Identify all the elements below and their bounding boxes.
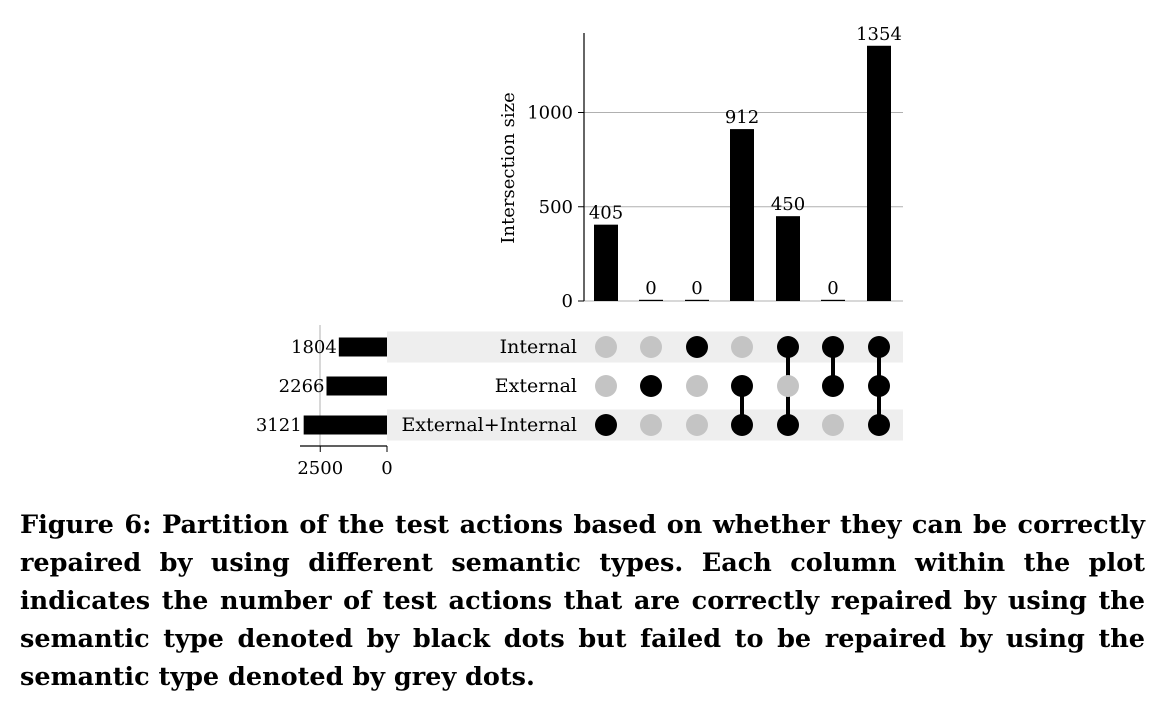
matrix-dot-5-2 bbox=[822, 414, 844, 436]
bar-value-label-0: 405 bbox=[589, 203, 623, 224]
matrix-dot-2-2 bbox=[686, 414, 708, 436]
set-size-tick-label-1: 0 bbox=[381, 458, 392, 479]
set-label-2: External+Internal bbox=[402, 414, 577, 436]
matrix-dot-1-1 bbox=[640, 375, 662, 397]
set-label-0: Internal bbox=[500, 336, 577, 358]
set-size-tick-label-0: 2500 bbox=[297, 458, 343, 479]
bar-value-label-5: 0 bbox=[827, 278, 838, 299]
figure-caption: Figure 6: Partition of the test actions … bbox=[20, 510, 1145, 692]
set-size-label-0: 1804 bbox=[291, 337, 337, 358]
intersection-bar-2 bbox=[685, 299, 709, 301]
matrix-dot-1-0 bbox=[640, 336, 662, 358]
matrix-dot-6-1 bbox=[868, 375, 890, 397]
matrix-dot-3-1 bbox=[731, 375, 753, 397]
intersection-bar-0 bbox=[594, 224, 618, 301]
matrix-dot-0-1 bbox=[595, 375, 617, 397]
matrix-dot-6-2 bbox=[868, 414, 890, 436]
bar-value-label-4: 450 bbox=[771, 194, 805, 215]
intersection-bar-1 bbox=[639, 299, 663, 301]
intersection-bar-3 bbox=[730, 129, 754, 301]
y-tick-label-0: 0 bbox=[562, 291, 573, 312]
set-size-bar-2 bbox=[303, 415, 387, 435]
matrix-dot-4-1 bbox=[777, 375, 799, 397]
matrix-dot-2-1 bbox=[686, 375, 708, 397]
matrix-dot-4-2 bbox=[777, 414, 799, 436]
bar-value-label-2: 0 bbox=[691, 278, 702, 299]
set-size-label-2: 3121 bbox=[256, 415, 302, 436]
matrix-dot-1-2 bbox=[640, 414, 662, 436]
matrix-dot-3-2 bbox=[731, 414, 753, 436]
y-tick-label-2: 1000 bbox=[527, 103, 573, 124]
set-size-bar-0 bbox=[338, 337, 387, 357]
matrix-dot-4-0 bbox=[777, 336, 799, 358]
bar-value-label-6: 1354 bbox=[856, 24, 902, 45]
intersection-bar-5 bbox=[821, 299, 845, 301]
upset-plot: 0 500 1000 Intersection size 405 0 0 912 450 0 135… bbox=[256, 24, 903, 479]
matrix-dot-5-0 bbox=[822, 336, 844, 358]
set-label-1: External bbox=[495, 375, 577, 397]
y-tick-label-1: 500 bbox=[539, 197, 573, 218]
bar-value-label-3: 912 bbox=[725, 107, 759, 128]
matrix-dot-6-0 bbox=[868, 336, 890, 358]
matrix-dot-2-0 bbox=[686, 336, 708, 358]
matrix-dot-0-2 bbox=[595, 414, 617, 436]
intersection-bar-6 bbox=[867, 45, 891, 302]
y-axis-title: Intersection size bbox=[498, 92, 519, 243]
bar-value-label-1: 0 bbox=[645, 278, 656, 299]
matrix-dot-3-0 bbox=[731, 336, 753, 358]
intersection-bar-4 bbox=[776, 216, 800, 301]
set-size-label-1: 2266 bbox=[279, 376, 325, 397]
matrix-dot-0-0 bbox=[595, 336, 617, 358]
set-size-bar-1 bbox=[326, 376, 387, 396]
matrix-dot-5-1 bbox=[822, 375, 844, 397]
